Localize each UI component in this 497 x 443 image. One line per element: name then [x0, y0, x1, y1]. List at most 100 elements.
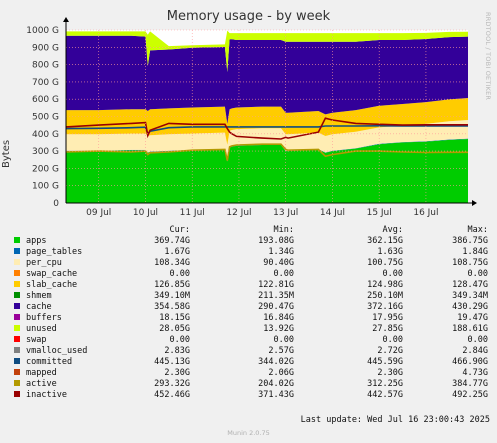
area-apps: [66, 139, 468, 203]
legend-swatch: [14, 259, 20, 265]
legend-value-cur: 0.00: [169, 335, 190, 345]
legend-value-cur: 28.05G: [159, 324, 190, 334]
legend-name: unused: [26, 324, 57, 334]
x-axis-arrow: [472, 200, 477, 206]
header-min: Min:: [273, 225, 294, 235]
legend-value-max: 128.47G: [452, 280, 488, 290]
legend-row-inactive: inactive 452.46G 371.43G 442.57G 492.25G: [0, 390, 497, 401]
stack-areas: [66, 30, 468, 203]
legend-swatch: [14, 237, 20, 243]
legend-row-committed: committed 445.13G 344.02G 445.59G 466.90G: [0, 357, 497, 368]
x-tick-label: 13 Jul: [273, 208, 298, 218]
legend-value-max: 384.77G: [452, 379, 488, 389]
header-cur: Cur:: [169, 225, 190, 235]
legend-value-max: 0.00: [467, 269, 488, 279]
x-tick-label: 11 Jul: [180, 208, 205, 218]
legend-value-cur: 445.13G: [154, 357, 190, 367]
legend-row-per_cpu: per_cpu 108.34G 90.40G 100.75G 108.75G: [0, 258, 497, 269]
legend-swatch: [14, 347, 20, 353]
legend-row-swap: swap 0.00 0.00 0.00 0.00: [0, 335, 497, 346]
legend-value-cur: 126.85G: [154, 280, 190, 290]
legend-value-min: 90.40G: [263, 258, 294, 268]
legend-value-max: 108.75G: [452, 258, 488, 268]
legend-value-cur: 108.34G: [154, 258, 190, 268]
legend-row-shmem: shmem 349.10M 211.35M 250.10M 349.34M: [0, 291, 497, 302]
legend-value-avg: 362.15G: [367, 236, 403, 246]
legend-value-avg: 100.75G: [367, 258, 403, 268]
legend-name: apps: [26, 236, 47, 246]
header-max: Max:: [467, 225, 488, 235]
legend-name: mapped: [26, 368, 57, 378]
grid-lines: [66, 29, 468, 203]
legend-value-avg: 250.10M: [367, 291, 403, 301]
y-tick-label: 600 G: [32, 95, 59, 105]
legend-value-max: 1.84G: [462, 247, 488, 257]
legend-swatch: [14, 292, 20, 298]
header-avg: Avg:: [382, 225, 403, 235]
legend-name: buffers: [26, 313, 62, 323]
y-tick-label: 100 G: [32, 182, 59, 192]
legend-swatch: [14, 391, 20, 397]
legend-value-min: 211.35M: [258, 291, 294, 301]
legend-value-avg: 27.85G: [372, 324, 403, 334]
legend-value-cur: 293.32G: [154, 379, 190, 389]
legend-value-avg: 2.30G: [377, 368, 403, 378]
legend-value-min: 0.00: [273, 269, 294, 279]
y-tick-label: 300 G: [32, 147, 59, 157]
legend-row-active: active 293.32G 204.02G 312.25G 384.77G: [0, 379, 497, 390]
area-slab_cache: [66, 98, 468, 145]
legend-value-cur: 349.10M: [154, 291, 190, 301]
last-update: Last update: Wed Jul 16 23:00:43 2025: [300, 415, 490, 425]
y-tick-label: 400 G: [32, 130, 59, 140]
legend-row-swap_cache: swap_cache 0.00 0.00 0.00 0.00: [0, 269, 497, 280]
legend-value-cur: 369.74G: [154, 236, 190, 246]
legend-value-avg: 0.00: [382, 335, 403, 345]
legend-value-min: 371.43G: [258, 390, 294, 400]
legend-value-min: 290.47G: [258, 302, 294, 312]
legend-value-max: 19.47G: [457, 313, 488, 323]
legend-value-cur: 1.67G: [164, 247, 190, 257]
legend-swatch: [14, 314, 20, 320]
legend-swatch: [14, 248, 20, 254]
y-tick-label: 700 G: [32, 78, 59, 88]
legend-swatch: [14, 358, 20, 364]
legend-row-vmalloc_used: vmalloc_used 2.83G 2.57G 2.72G 2.84G: [0, 346, 497, 357]
legend-value-min: 2.06G: [268, 368, 294, 378]
legend-value-min: 344.02G: [258, 357, 294, 367]
legend-name: committed: [26, 357, 73, 367]
legend-value-max: 188.61G: [452, 324, 488, 334]
legend-row-unused: unused 28.05G 13.92G 27.85G 188.61G: [0, 324, 497, 335]
legend-name: swap_cache: [26, 269, 78, 279]
legend-value-min: 122.81G: [258, 280, 294, 290]
x-tick-label: 09 Jul: [86, 208, 111, 218]
legend-name: cache: [26, 302, 52, 312]
legend-value-min: 193.08G: [258, 236, 294, 246]
area-unused: [66, 30, 468, 72]
legend-name: swap: [26, 335, 47, 345]
legend-value-min: 204.02G: [258, 379, 294, 389]
legend-value-avg: 17.95G: [372, 313, 403, 323]
legend-value-cur: 2.30G: [164, 368, 190, 378]
legend-name: shmem: [26, 291, 52, 301]
legend-swatch: [14, 336, 20, 342]
legend-value-max: 492.25G: [452, 390, 488, 400]
x-tick-label: 12 Jul: [226, 208, 251, 218]
legend-value-avg: 445.59G: [367, 357, 403, 367]
munin-version: Munin 2.0.75: [227, 429, 270, 437]
legend-swatch: [14, 270, 20, 276]
legend-value-max: 2.84G: [462, 346, 488, 356]
legend-swatch: [14, 325, 20, 331]
legend-row-slab_cache: slab_cache 126.85G 122.81G 124.98G 128.47G: [0, 280, 497, 291]
legend-value-min: 13.92G: [263, 324, 294, 334]
y-tick-label: 200 G: [32, 164, 59, 174]
legend-swatch: [14, 303, 20, 309]
legend-value-max: 0.00: [467, 335, 488, 345]
legend-row-apps: apps 369.74G 193.08G 362.15G 386.75G: [0, 236, 497, 247]
legend-value-min: 2.57G: [268, 346, 294, 356]
rrdtool-credit: RRDTOOL / TOBI OETIKER: [484, 12, 492, 101]
legend-name: inactive: [26, 390, 67, 400]
legend-value-avg: 372.16G: [367, 302, 403, 312]
legend-swatch: [14, 281, 20, 287]
legend-name: vmalloc_used: [26, 346, 88, 356]
legend-row-page_tables: page_tables 1.67G 1.34G 1.63G 1.84G: [0, 247, 497, 258]
